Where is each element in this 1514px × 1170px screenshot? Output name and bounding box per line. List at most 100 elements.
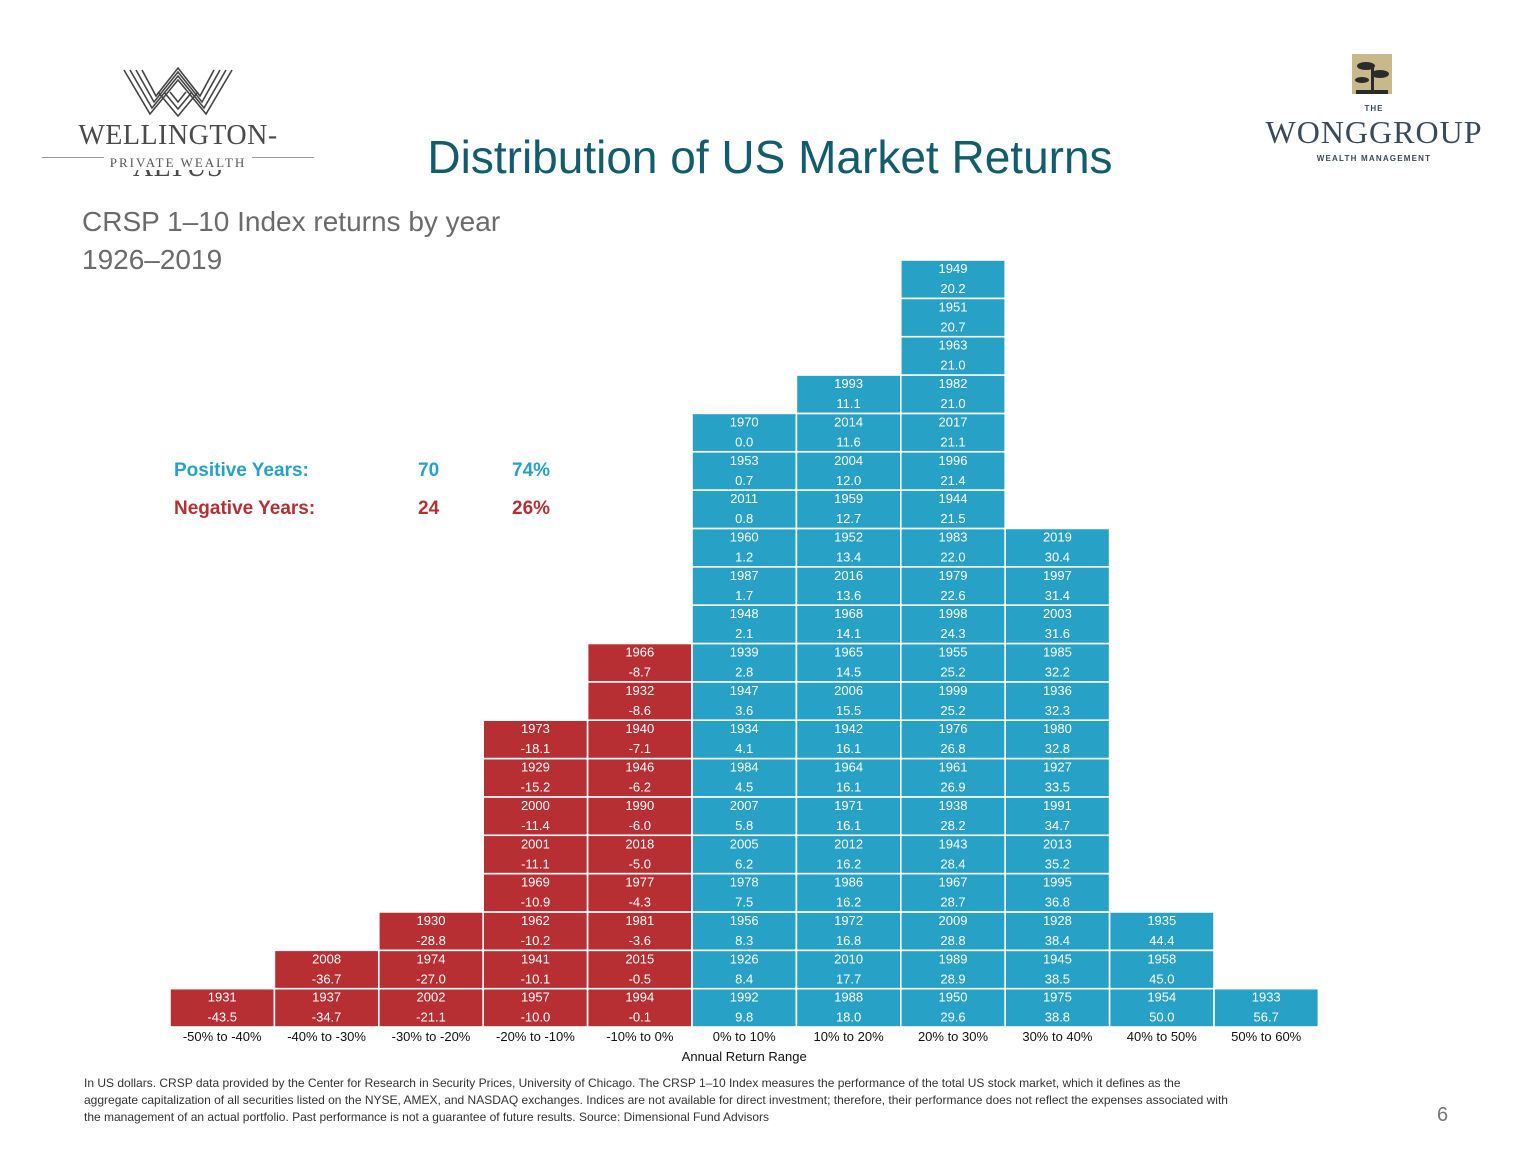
- return-value-label: 21.0: [940, 396, 965, 411]
- year-label: 1966: [625, 645, 654, 660]
- year-cell: [899, 834, 1006, 875]
- return-value-label: -10.9: [521, 895, 551, 910]
- year-label: 1930: [417, 913, 446, 928]
- return-value-label: 44.4: [1149, 933, 1174, 948]
- year-label: 1982: [939, 376, 968, 391]
- return-value-label: 26.9: [940, 780, 965, 795]
- year-label: 1926: [730, 951, 759, 966]
- year-label: 2008: [312, 951, 341, 966]
- return-value-label: -28.8: [416, 933, 446, 948]
- return-value-label: 21.4: [940, 473, 965, 488]
- return-value-label: 2.1: [735, 626, 753, 641]
- year-cell: [691, 565, 798, 606]
- year-label: 1955: [939, 645, 968, 660]
- year-cell: [899, 796, 1006, 837]
- year-cell: [1004, 527, 1111, 568]
- year-label: 1980: [1043, 721, 1072, 736]
- return-value-label: 38.5: [1045, 971, 1070, 986]
- positive-years-count: 70: [418, 460, 440, 481]
- return-value-label: 1.2: [735, 549, 753, 564]
- x-tick-label: 10% to 20%: [814, 1029, 885, 1044]
- return-value-label: 30.4: [1045, 549, 1070, 564]
- year-label: 2006: [834, 683, 863, 698]
- year-cell: [899, 719, 1006, 760]
- year-cell: [795, 987, 902, 1028]
- return-value-label: 31.6: [1045, 626, 1070, 641]
- year-label: 1944: [939, 491, 968, 506]
- return-value-label: 7.5: [735, 895, 753, 910]
- year-label: 2007: [730, 798, 759, 813]
- return-value-label: 8.4: [735, 971, 753, 986]
- year-label: 2001: [521, 836, 550, 851]
- year-label: 1991: [1043, 798, 1072, 813]
- year-cell: [1004, 757, 1111, 798]
- return-value-label: 0.0: [735, 434, 753, 449]
- year-label: 2010: [834, 951, 863, 966]
- year-label: 2016: [834, 568, 863, 583]
- year-label: 1974: [417, 951, 446, 966]
- year-label: 1984: [730, 760, 759, 775]
- year-label: 1962: [521, 913, 550, 928]
- return-value-label: 34.7: [1045, 818, 1070, 833]
- negative-years-count: 24: [418, 498, 440, 519]
- year-label: 2019: [1043, 529, 1072, 544]
- return-value-label: 2.8: [735, 665, 753, 680]
- return-value-label: 28.8: [940, 933, 965, 948]
- year-cell: [1004, 565, 1111, 606]
- page-title: Distribution of US Market Returns: [427, 131, 1113, 183]
- year-label: 1977: [625, 875, 654, 890]
- return-value-label: 16.2: [836, 895, 861, 910]
- year-label: 1950: [939, 990, 968, 1005]
- year-cell: [1004, 911, 1111, 952]
- year-stats: Positive Years: 70 74% Negative Years: 2…: [174, 460, 594, 536]
- year-label: 2000: [521, 798, 550, 813]
- negative-years-pct: 26%: [512, 498, 551, 519]
- subtitle-line-1: CRSP 1–10 Index returns by year: [82, 206, 501, 237]
- year-cell: [586, 987, 693, 1028]
- year-label: 1959: [834, 491, 863, 506]
- year-cell: [586, 872, 693, 913]
- return-value-label: 45.0: [1149, 971, 1174, 986]
- return-value-label: 14.5: [836, 665, 861, 680]
- return-value-label: 28.9: [940, 971, 965, 986]
- x-tick-label: -30% to -20%: [392, 1029, 471, 1044]
- year-cell: [1004, 642, 1111, 683]
- return-value-label: 31.4: [1045, 588, 1070, 603]
- year-label: 1988: [834, 990, 863, 1005]
- year-label: 1935: [1147, 913, 1176, 928]
- return-value-label: -7.1: [629, 741, 651, 756]
- return-value-label: 13.6: [836, 588, 861, 603]
- subtitle-line-2: 1926–2019: [82, 244, 223, 275]
- logo-left-sub-text: PRIVATE WEALTH: [103, 155, 253, 170]
- return-value-label: -11.4: [521, 818, 550, 833]
- wong-group-logo: THE WONGGROUP WEALTH MANAGEMENT: [1252, 52, 1496, 172]
- year-label: 2015: [625, 951, 654, 966]
- year-label: 1969: [521, 875, 550, 890]
- year-label: 1937: [312, 990, 341, 1005]
- year-label: 2002: [417, 990, 446, 1005]
- year-label: 1975: [1043, 990, 1072, 1005]
- year-label: 1998: [939, 606, 968, 621]
- x-tick-label: 0% to 10%: [713, 1029, 776, 1044]
- return-value-label: 21.0: [940, 358, 965, 373]
- year-cell: [795, 450, 902, 491]
- year-label: 1983: [939, 529, 968, 544]
- year-label: 1965: [834, 645, 863, 660]
- year-cell: [899, 412, 1006, 453]
- return-value-label: 11.6: [836, 434, 860, 449]
- year-cell: [899, 757, 1006, 798]
- year-label: 1995: [1043, 875, 1072, 890]
- year-cell: [899, 604, 1006, 645]
- year-cell: [169, 987, 276, 1028]
- year-label: 1964: [834, 760, 863, 775]
- x-tick-label: 40% to 50%: [1127, 1029, 1198, 1044]
- year-cell: [691, 604, 798, 645]
- return-value-label: 38.8: [1045, 1010, 1070, 1025]
- year-label: 1949: [939, 261, 968, 276]
- year-label: 2012: [834, 836, 863, 851]
- year-label: 1952: [834, 529, 863, 544]
- year-cell: [795, 642, 902, 683]
- return-value-label: 0.8: [735, 511, 753, 526]
- year-label: 2018: [625, 836, 654, 851]
- year-label: 1928: [1043, 913, 1072, 928]
